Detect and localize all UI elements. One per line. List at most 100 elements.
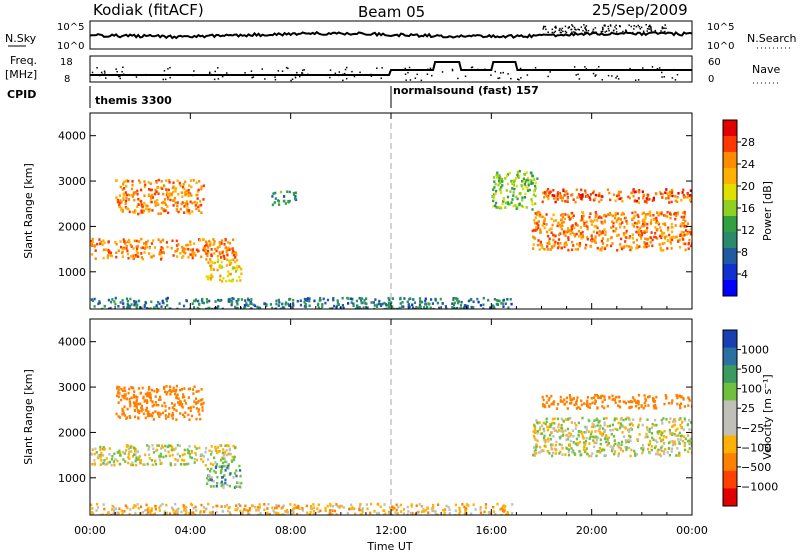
nave-dot [217,67,219,69]
echo-cell [656,228,659,231]
echo-cell [500,507,503,510]
echo-cell [544,422,547,426]
y-tick-label: 1000 [58,266,86,279]
echo-cell [431,509,434,512]
echo-cell [180,402,183,406]
echo-cell [377,511,380,515]
echo-cell [179,184,182,188]
echo-cell [181,249,184,253]
echo-cell [574,442,577,446]
echo-cell [312,510,316,513]
echo-cell [102,448,106,451]
echo-cell [580,399,583,403]
echo-cell [219,274,222,278]
echo-cell [595,441,598,445]
echo-cell [542,404,545,408]
echo-cell [674,199,677,203]
echo-cell [611,398,614,401]
echo-cell [163,385,166,389]
echo-cell [689,421,692,424]
echo-cell [182,254,185,258]
echo-cell [146,307,149,309]
nsearch-dot [591,31,593,34]
echo-cell [118,392,121,395]
echo-cell [655,452,658,456]
nave-dot [221,75,224,78]
echo-cell [552,451,555,455]
echo-cell [206,482,209,485]
echo-cell [125,449,128,452]
echo-cell [167,450,170,454]
echo-cell [239,504,242,508]
echo-cell [170,444,173,448]
echo-cell [635,222,639,225]
echo-cell [217,258,220,261]
echo-cell [537,239,540,242]
echo-cell [176,452,179,456]
echo-cell [230,247,233,251]
echo-cell [128,457,131,460]
echo-cell [141,511,145,514]
echo-cell [236,279,239,283]
echo-cell [102,454,105,457]
echo-cell [663,452,666,456]
nsearch-dot [573,26,576,29]
echo-cell [272,192,275,195]
echo-cell [499,181,502,185]
echo-cell [271,306,274,309]
echo-cell [660,236,663,240]
echo-cell [632,194,635,198]
x-tick-label: 00:00 [676,524,708,537]
echo-cell [147,210,150,213]
echo-cell [591,220,594,223]
echo-cell [564,234,567,237]
echo-cell [134,409,137,412]
echo-cell [290,512,294,515]
echo-cell [551,454,554,458]
echo-cell [145,207,148,210]
echo-cell [663,222,667,225]
echo-cell [632,396,635,399]
echo-cell [144,392,147,396]
echo-cell [561,215,564,219]
nave-dot [210,73,213,76]
echo-cell [647,404,650,407]
echo-cell [99,445,102,449]
echo-cell [493,196,496,199]
echo-cell [133,198,136,202]
echo-cell [459,304,463,307]
colorbar-segment [723,330,737,349]
echo-cell [516,197,519,201]
echo-cell [526,189,530,192]
echo-cell [678,451,681,455]
echo-cell [108,460,111,464]
echo-cell [541,215,544,219]
echo-cell [563,398,566,402]
echo-cell [684,219,687,223]
echo-cell [624,216,627,220]
echo-cell [662,417,665,420]
echo-cell [589,402,592,406]
echo-cell [209,485,213,488]
echo-cell [681,234,684,237]
echo-cell [658,453,661,456]
nave-dot [381,67,383,69]
echo-cell [137,458,140,461]
echo-cell [160,305,163,308]
echo-cell [539,230,542,234]
echo-cell [103,459,106,462]
echo-cell [148,193,151,196]
echo-cell [531,203,534,206]
echo-cell [189,409,192,413]
echo-cell [501,180,504,183]
echo-cell [669,194,672,197]
echo-cell [560,227,563,231]
echo-cell [612,221,615,225]
echo-cell [559,196,562,199]
echo-cell [146,204,149,208]
nave-dot [351,70,353,73]
echo-cell [225,250,228,253]
echo-cell [123,414,126,417]
echo-cell [200,187,203,191]
echo-cell [373,304,376,307]
